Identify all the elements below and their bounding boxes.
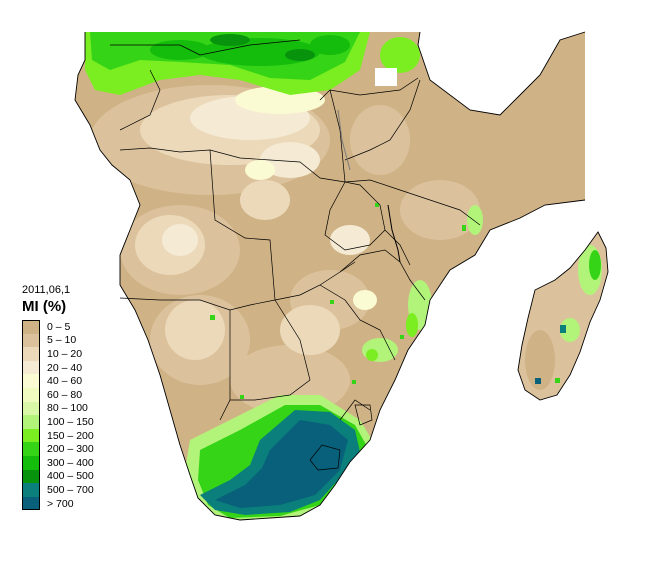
legend-label: 40 – 60 <box>47 375 83 388</box>
legend-item: 400 – 500 <box>22 469 132 484</box>
legend-swatch <box>22 455 40 470</box>
legend-item: 80 – 100 <box>22 401 132 416</box>
legend-label: 20 – 40 <box>47 361 83 374</box>
legend-item: 150 – 200 <box>22 428 132 443</box>
legend-swatch <box>22 360 40 375</box>
madagascar-surface <box>518 232 608 400</box>
legend-item: 300 – 400 <box>22 455 132 470</box>
legend-item: 40 – 60 <box>22 374 132 388</box>
mainland-coastline <box>74 32 586 521</box>
legend-swatch <box>22 483 40 497</box>
lake-malawi <box>387 204 401 263</box>
legend-item: 60 – 80 <box>22 387 132 402</box>
legend-title: MI (%) <box>22 298 67 315</box>
legend-swatch <box>22 442 40 456</box>
legend-item: 200 – 300 <box>22 442 132 456</box>
legend-item: 20 – 40 <box>22 360 132 375</box>
legend-label: 0 – 5 <box>47 320 71 333</box>
legend-swatch <box>22 347 40 361</box>
legend-swatch <box>22 415 40 429</box>
legend-label: 400 – 500 <box>47 470 94 483</box>
legend-swatch <box>22 428 40 443</box>
legend-label: 100 – 150 <box>47 415 94 428</box>
legend-swatch <box>22 333 40 348</box>
legend-item: 100 – 150 <box>22 415 132 429</box>
legend-swatch <box>22 496 40 511</box>
legend-swatch <box>22 374 40 388</box>
legend-label: 80 – 100 <box>47 402 88 415</box>
legend-swatch <box>22 320 40 334</box>
horn-coastline <box>417 31 586 116</box>
legend-label: 150 – 200 <box>47 429 94 442</box>
legend-item: 500 – 700 <box>22 483 132 497</box>
legend-label: 500 – 700 <box>47 483 94 496</box>
legend-label: 200 – 300 <box>47 443 94 456</box>
legend-item: 0 – 5 <box>22 320 132 334</box>
legend-swatch <box>22 401 40 416</box>
madagascar-coastline <box>517 231 609 401</box>
mainland-surface <box>75 32 585 520</box>
legend-swatch <box>22 387 40 402</box>
lake-tanganyika <box>337 109 351 171</box>
legend-item: 5 – 10 <box>22 333 132 348</box>
legend-item: 10 – 20 <box>22 347 132 361</box>
legend-label: 5 – 10 <box>47 334 77 347</box>
legend-label: 10 – 20 <box>47 347 83 360</box>
legend-label: > 700 <box>47 497 74 510</box>
date-label: 2011,06,1 <box>22 284 71 296</box>
legend-swatch <box>22 469 40 484</box>
legend-label: 60 – 80 <box>47 388 83 401</box>
country-borders <box>110 39 481 471</box>
legend-item: > 700 <box>22 496 132 511</box>
legend-label: 300 – 400 <box>47 456 94 469</box>
